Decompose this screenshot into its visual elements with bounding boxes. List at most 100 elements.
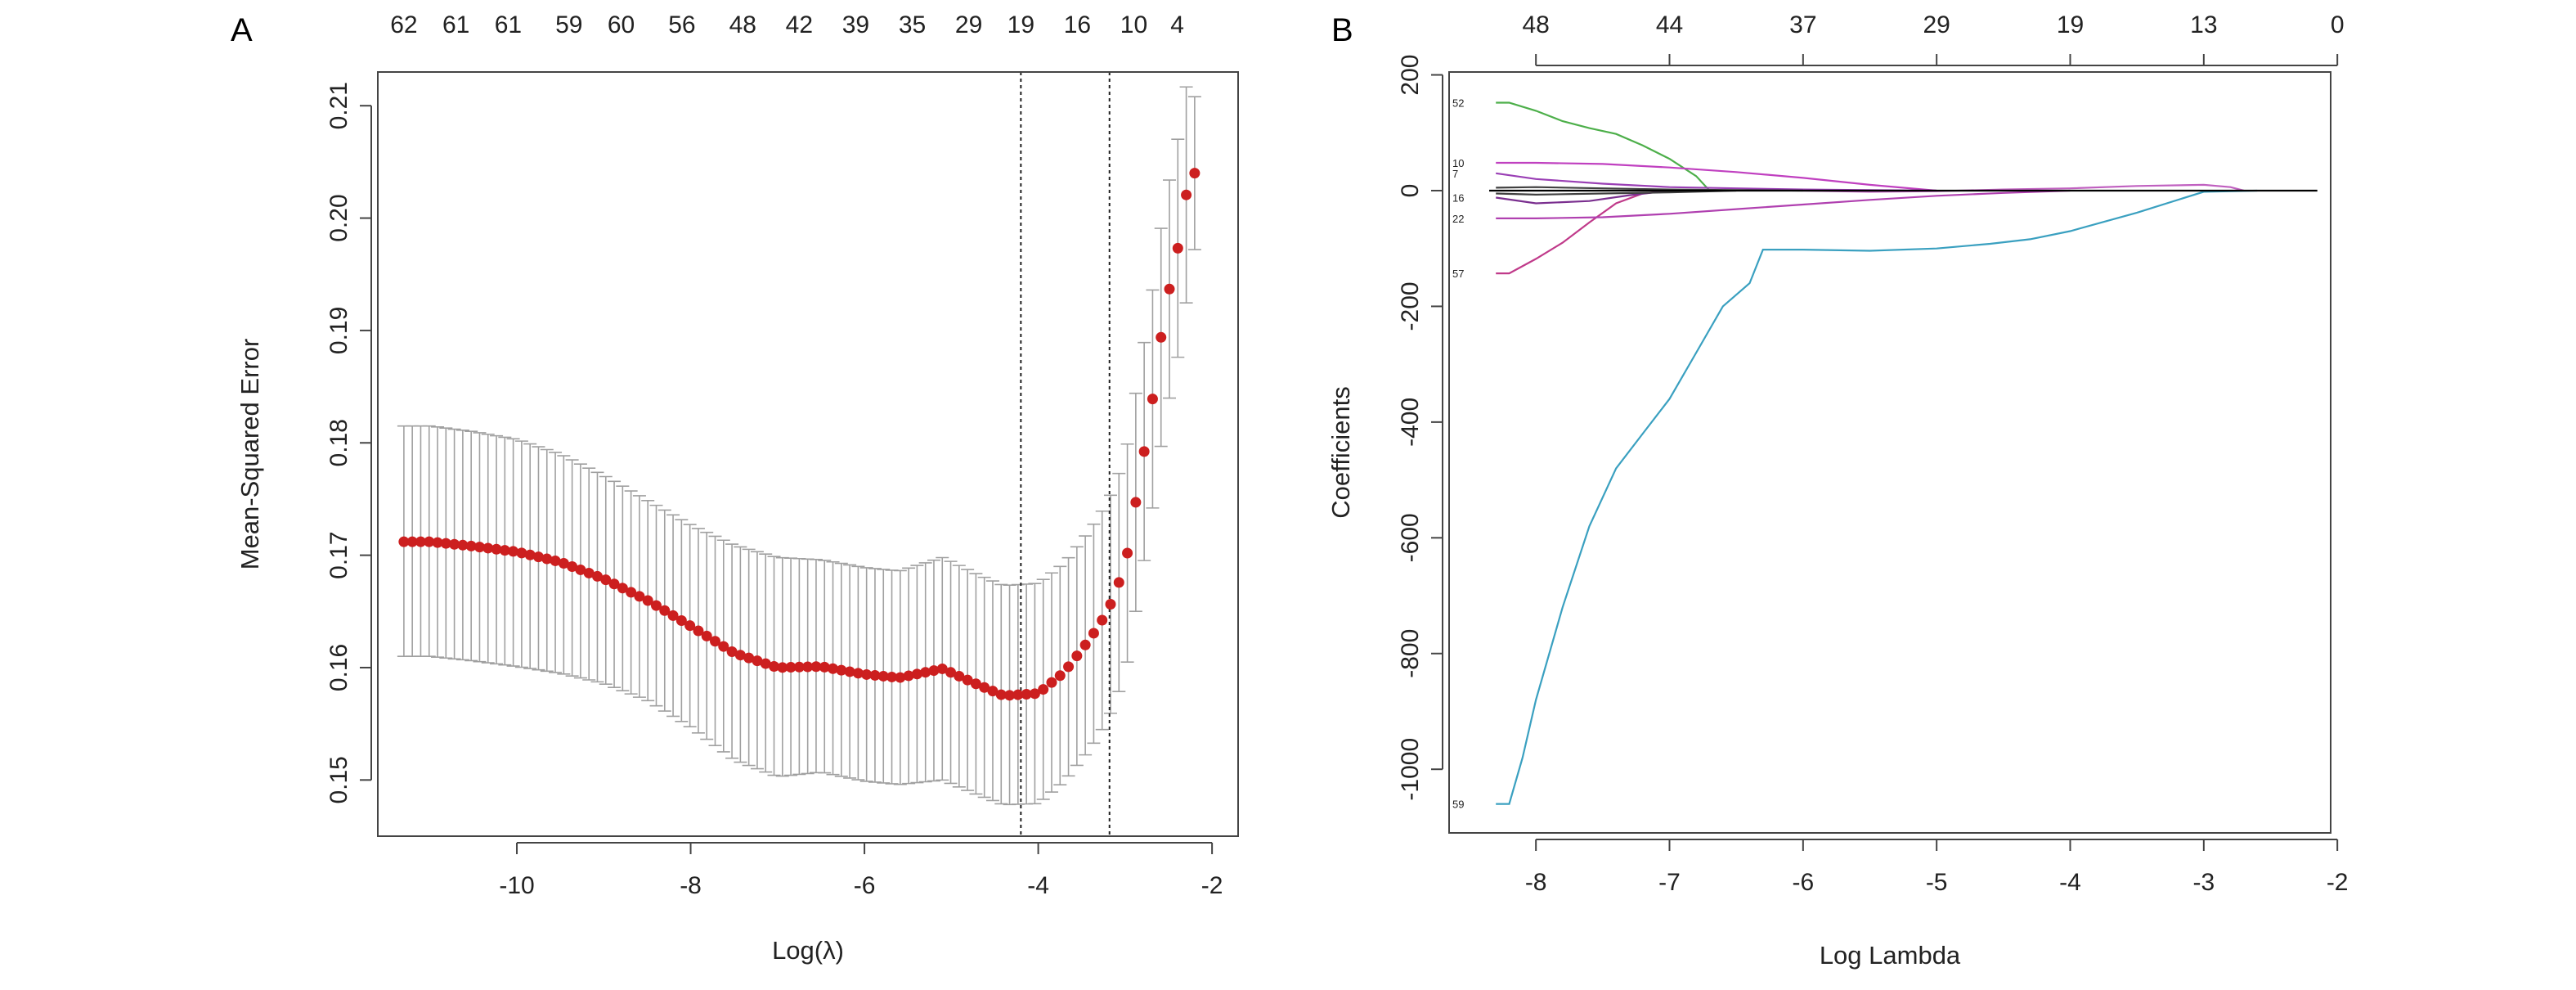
data-point <box>1079 639 1091 650</box>
data-point <box>1071 650 1083 662</box>
top-axis-label: 19 <box>1008 11 1034 38</box>
coefficient-paths <box>1489 101 2318 805</box>
y-axis: 0.15 0.16 0.17 0.18 0.19 0.20 0.21 <box>325 82 372 804</box>
top-axis-label: 37 <box>1789 11 1816 38</box>
y-tick-label: 0.15 <box>325 756 352 803</box>
data-point <box>432 537 443 548</box>
panel-b-chart: 52 107 16 22 57 59 -8 -7 -6 -5 -4 -3 -2 -1000 -800 -6… <box>1326 11 2349 970</box>
data-point <box>760 658 771 669</box>
data-point <box>1138 446 1150 457</box>
data-point <box>962 674 973 686</box>
data-point <box>667 610 679 621</box>
data-point <box>457 539 469 551</box>
data-point <box>710 636 721 647</box>
data-point <box>1063 661 1075 673</box>
data-point <box>995 689 1007 700</box>
panel-a-letter: A <box>231 12 253 48</box>
y-tick-label: 0.19 <box>325 307 352 354</box>
data-point <box>591 570 603 582</box>
data-point <box>903 670 914 682</box>
data-point <box>684 620 696 632</box>
data-point <box>482 542 494 554</box>
x-axis: -10 -8 -6 -4 -2 <box>499 842 1223 899</box>
data-point <box>726 646 738 658</box>
data-point <box>743 652 755 664</box>
data-point <box>449 538 460 550</box>
coefficient-path <box>1496 189 2258 805</box>
top-axis-label: 0 <box>2331 11 2345 38</box>
data-point <box>734 650 746 661</box>
data-point <box>987 686 999 697</box>
data-point <box>1130 497 1142 508</box>
data-point <box>877 670 889 682</box>
top-axis-label: 29 <box>1923 11 1950 38</box>
x-tick-label: -2 <box>2327 869 2349 896</box>
data-point <box>440 538 451 549</box>
plot-frame <box>377 71 1239 837</box>
data-point <box>1122 547 1133 559</box>
x-tick-label: -4 <box>1027 872 1049 899</box>
coefficient-path <box>1802 183 2245 193</box>
data-point <box>793 661 805 673</box>
data-point <box>701 630 712 641</box>
plot-frame <box>1448 71 2331 834</box>
y-tick-label: 0.21 <box>325 82 352 129</box>
data-point <box>869 669 881 681</box>
data-point <box>895 672 906 683</box>
data-point <box>752 655 763 667</box>
data-point <box>499 545 510 556</box>
coefficient-path <box>1496 161 1937 192</box>
x-axis-title: Log(λ) <box>772 936 844 965</box>
data-point <box>583 567 595 578</box>
x-tick-label: -8 <box>680 872 702 899</box>
data-point <box>626 587 637 598</box>
path-label: 52 <box>1452 97 1464 109</box>
path-label: 10 <box>1452 157 1464 169</box>
x-tick-label: -10 <box>499 872 534 899</box>
x-tick-label: -4 <box>2059 869 2081 896</box>
data-point <box>675 614 687 626</box>
data-point <box>659 605 671 616</box>
data-point <box>1164 283 1175 295</box>
data-point <box>415 536 426 547</box>
data-point <box>642 595 653 606</box>
data-point <box>852 668 864 679</box>
top-axis-label: 61 <box>495 11 522 38</box>
top-axis-label: 16 <box>1064 11 1091 38</box>
y-tick-label: -600 <box>1397 513 1424 562</box>
data-point <box>886 671 898 682</box>
data-point <box>508 546 519 557</box>
coefficient-path <box>1496 189 2071 219</box>
top-axis-label: 13 <box>2190 11 2217 38</box>
data-point <box>1012 689 1024 700</box>
top-axis-label: 48 <box>1522 11 1549 38</box>
y-tick-label: 0.18 <box>325 419 352 466</box>
data-point <box>541 553 553 565</box>
data-point <box>911 668 922 680</box>
data-point <box>1029 688 1040 700</box>
data-point <box>650 600 662 611</box>
y-axis-title: Coefficients <box>1326 386 1355 518</box>
data-point <box>970 678 981 690</box>
x-tick-label: -5 <box>1926 869 1948 896</box>
data-point <box>1038 684 1049 695</box>
path-label: 7 <box>1452 168 1458 180</box>
y-tick-label: 0.17 <box>325 531 352 578</box>
top-axis-label: 59 <box>555 11 582 38</box>
error-bars <box>397 86 1201 806</box>
x-tick-label: -2 <box>1201 872 1223 899</box>
data-point <box>861 668 873 680</box>
data-point <box>945 667 957 678</box>
data-point <box>524 549 536 560</box>
top-axis-label: 19 <box>2057 11 2084 38</box>
data-point <box>558 557 569 569</box>
data-point <box>1105 599 1116 610</box>
data-point <box>1046 677 1057 688</box>
y-tick-label: -800 <box>1397 629 1424 678</box>
x-tick-label: -7 <box>1658 869 1681 896</box>
data-point <box>718 641 729 652</box>
top-axis: 48 44 37 29 19 13 0 <box>1522 11 2345 66</box>
data-point <box>785 662 797 673</box>
y-axis: -1000 -800 -600 -400 -200 0 200 <box>1397 55 1443 801</box>
